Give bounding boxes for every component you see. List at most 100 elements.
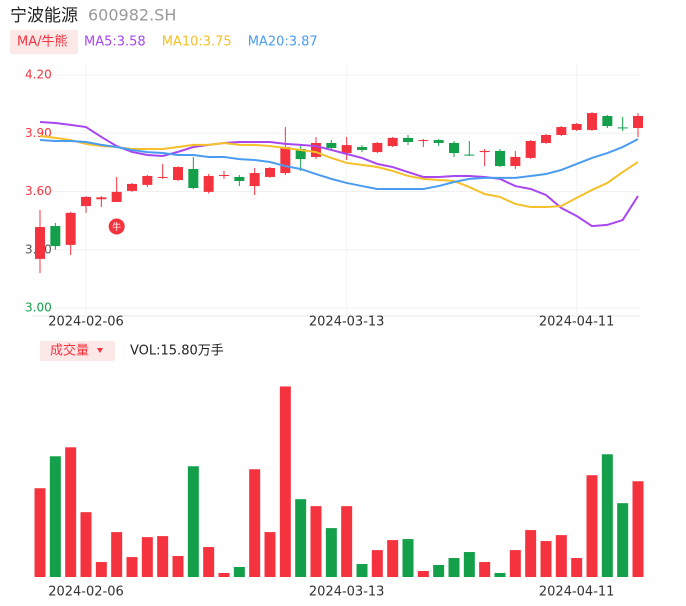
candle-body [541, 134, 551, 143]
candle-body [418, 140, 429, 142]
candle-body [249, 173, 260, 187]
volume-bar [34, 488, 46, 577]
ma-line [39, 120, 639, 228]
ma-legend: MA20:3.87 [248, 35, 318, 50]
volume-bar [617, 503, 629, 577]
ma-legend: MA10:3.75 [162, 35, 232, 50]
candle-body [295, 148, 306, 160]
volume-bar [233, 567, 245, 577]
candle-body [81, 196, 91, 207]
volume-bar [540, 541, 552, 577]
volume-bar [295, 499, 307, 577]
volume-bar [49, 456, 61, 577]
volume-bar [157, 536, 169, 577]
volume-tab-bg[interactable] [40, 341, 115, 361]
volume-bar [586, 475, 598, 577]
candle-body [617, 127, 628, 129]
candle-body [571, 123, 582, 130]
candle-body [479, 150, 490, 153]
volume-bar [433, 565, 445, 577]
x-tick-label: 2024-03-13 [309, 585, 385, 600]
candle-body [556, 127, 567, 135]
volume-bar [249, 469, 261, 577]
candle-body [387, 137, 398, 147]
volume-bar [172, 556, 184, 577]
volume-bar [341, 506, 353, 577]
x-tick-label: 2024-02-06 [48, 315, 124, 330]
stock-code: 600982.SH [88, 6, 176, 25]
volume-bar [479, 562, 491, 577]
candle-body [280, 147, 291, 174]
volume-bar [279, 386, 291, 577]
volume-bar [601, 454, 613, 577]
volume-bar [95, 562, 107, 577]
volume-bar [126, 557, 138, 577]
volume-bar [402, 539, 414, 577]
y-tick-label: 3.60 [25, 184, 52, 198]
x-tick-label: 2024-02-06 [48, 585, 124, 600]
x-tick-label: 2024-04-11 [539, 315, 615, 330]
volume-bar [463, 552, 475, 577]
candle-body [403, 137, 413, 142]
candle-body [203, 175, 214, 192]
volume-bar [325, 528, 337, 577]
x-tick-label: 2024-03-13 [309, 315, 385, 330]
volume-label: VOL:15.80万手 [130, 344, 224, 359]
volume-bar [187, 466, 199, 577]
y-tick-label: 3.00 [25, 301, 52, 315]
candle-body [96, 197, 107, 200]
volume-bar [80, 512, 92, 577]
candle-body [265, 168, 275, 177]
candle-body [50, 226, 61, 247]
volume-bar [448, 558, 460, 577]
indicator-tab[interactable]: MA/牛熊 [17, 34, 68, 50]
stock-name: 宁波能源 [10, 6, 78, 26]
candle-body [234, 176, 245, 182]
volume-bar [509, 550, 521, 577]
volume-bar [525, 530, 537, 577]
candle-body [449, 142, 459, 154]
candle-body [633, 115, 643, 129]
volume-bar [264, 532, 276, 577]
dropdown-arrow[interactable] [97, 348, 103, 353]
candle-body [326, 142, 337, 149]
candle-body [65, 212, 76, 245]
candle-body [111, 191, 122, 202]
volume-bar [111, 532, 123, 577]
volume-bar [371, 550, 383, 577]
volume-bar [141, 537, 153, 577]
candle-body [602, 115, 613, 127]
ma-line [39, 138, 639, 190]
volume-bar [387, 540, 399, 577]
candle-body [127, 183, 137, 191]
candle-body [188, 168, 199, 189]
signal-badge [108, 218, 125, 235]
volume-tab[interactable]: 成交量 [50, 343, 89, 359]
candle-body [372, 142, 383, 153]
volume-bar [203, 547, 215, 577]
volume-bar [494, 573, 506, 577]
candle-body [35, 227, 45, 259]
candle-body [142, 175, 153, 185]
candle-body [357, 147, 367, 150]
candle-body [219, 174, 229, 176]
volume-bar [632, 481, 644, 577]
candle-body [587, 113, 597, 130]
volume-bar [571, 558, 583, 577]
ma-line [39, 134, 639, 209]
ma-legend: MA5:3.58 [84, 35, 146, 50]
volume-bar [218, 573, 230, 577]
volume-bar [555, 535, 567, 577]
signal-text: 牛 [112, 221, 121, 233]
candle-body [464, 154, 475, 156]
candle-body [510, 156, 521, 167]
indicator-tab-bg[interactable] [10, 30, 78, 54]
volume-bar [65, 447, 77, 577]
volume-bar [417, 571, 429, 577]
y-tick-label: 4.20 [25, 68, 52, 82]
volume-bar [310, 506, 322, 577]
candle-body [157, 176, 168, 178]
volume-bar [356, 564, 368, 577]
candle-body [341, 145, 352, 154]
